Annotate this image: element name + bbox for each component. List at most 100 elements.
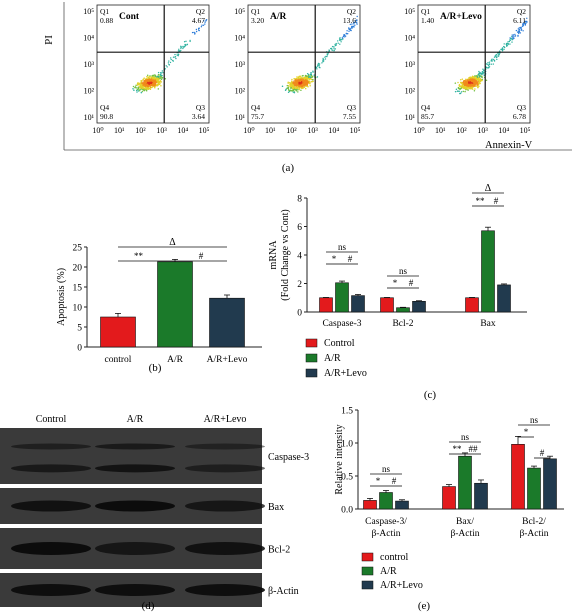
flow-y-tick: 10⁵ — [83, 7, 94, 16]
flow-x-tick: 10⁰ — [413, 126, 424, 135]
bar — [511, 444, 525, 510]
flow-x-tick: 10⁴ — [328, 126, 339, 135]
x-category-label: A/R+Levo — [207, 355, 248, 365]
panel-label-e: (e) — [418, 600, 431, 612]
bar — [458, 455, 472, 510]
legend-swatch — [361, 566, 374, 576]
flow-y-tick: 10² — [405, 87, 416, 96]
quadrant-name: Q2 — [517, 7, 526, 16]
x-category-label: Caspase-3/ — [365, 517, 407, 527]
blot-strip — [0, 528, 265, 569]
quadrant-value: 0.88 — [100, 16, 113, 25]
flow-y-tick: 10¹ — [84, 113, 95, 122]
significance-mark: ** — [134, 251, 144, 261]
quadrant-value: 13.6 — [343, 16, 356, 25]
y-tick-label: 8 — [297, 195, 302, 205]
flow-plot-title: A/R — [270, 12, 287, 22]
blot-protein-label: Bax — [268, 502, 284, 513]
flow-y-tick: 10⁵ — [404, 7, 415, 16]
significance-mark: Δ — [485, 183, 492, 194]
significance-mark: # — [392, 476, 397, 486]
flow-y-tick: 10⁵ — [234, 7, 245, 16]
x-category-label: Caspase-3 — [322, 319, 361, 329]
apoptosis-chart: 0 5 10 15 20 25 Apoptosis (%) control A/R A/R+Lev… — [56, 237, 262, 365]
blot-strip — [0, 488, 265, 524]
blot-band — [95, 542, 175, 555]
flow-x-tick: 10⁴ — [177, 126, 188, 135]
bar — [395, 500, 409, 510]
significance-mark: ns — [382, 464, 391, 474]
flow-y-tick: 10³ — [235, 60, 246, 69]
blot-band — [11, 500, 91, 512]
legend-swatch — [305, 338, 318, 348]
flow-y-tick: 10² — [235, 87, 246, 96]
flow-x-tick: 10⁴ — [498, 126, 509, 135]
panel-label-a: (a) — [282, 162, 295, 174]
legend-label: A/R — [380, 566, 397, 577]
y-tick-label: 0.5 — [341, 473, 353, 483]
y-tick-label: 0 — [297, 309, 302, 319]
bar — [465, 297, 479, 313]
western-blot-panel: Control A/R A/R+Levo Caspase-3 Bax Bcl-2 β-Act… — [0, 414, 309, 607]
flow-x-tick: 10³ — [477, 126, 488, 135]
blot-band — [95, 584, 175, 596]
flow-y-tick: 10³ — [405, 60, 416, 69]
quadrant-value: 90.8 — [100, 112, 113, 121]
quadrant-value: 4.67 — [192, 16, 205, 25]
flow-x-tick: 10¹ — [265, 126, 276, 135]
flow-plot-title: A/R+Levo — [440, 12, 482, 22]
bar — [474, 482, 488, 510]
significance-mark: * — [376, 476, 381, 486]
y-axis-label: (Fold Change vs Cont) — [280, 209, 291, 300]
y-tick-label: 2 — [297, 280, 302, 290]
blot-protein-label: Bcl-2 — [268, 545, 290, 556]
x-category-label: Bax/ — [456, 517, 474, 527]
legend-label: control — [380, 552, 409, 563]
flow-plot-frame — [247, 4, 361, 124]
flow-y-axis-label: PI — [43, 35, 55, 45]
y-tick-label: 1.5 — [341, 407, 353, 417]
x-category-label: Bax — [480, 319, 496, 329]
significance-mark: # — [409, 278, 414, 288]
y-axis-label: Relative intensity — [334, 424, 345, 494]
flow-y-tick: 10² — [84, 87, 95, 96]
flow-x-tick: 10⁰ — [243, 126, 254, 135]
mrna-chart: 0 2 4 6 8 mRNA (Fold Change vs Cont) Caspase-3 B… — [268, 183, 527, 379]
relative-intensity-chart: 0.0 0.5 1.0 1.5 Relative intensity Caspase-3/… — [334, 407, 564, 591]
blot-strip — [0, 428, 265, 484]
bar — [497, 284, 511, 313]
y-axis-label: Apoptosis (%) — [56, 268, 67, 326]
legend-swatch — [305, 368, 318, 378]
blot-protein-label: Caspase-3 — [268, 452, 309, 463]
blot-band — [95, 500, 175, 512]
legend-label: A/R+Levo — [380, 580, 423, 591]
bar — [319, 297, 333, 313]
bar — [379, 492, 393, 510]
bar — [209, 297, 245, 348]
blot-band — [11, 443, 91, 450]
x-category-label: Bcl-2/ — [522, 517, 546, 527]
significance-mark: Δ — [169, 237, 176, 248]
bar — [100, 316, 136, 348]
significance-mark: # — [199, 251, 204, 261]
bar — [481, 230, 495, 313]
legend-swatch — [361, 552, 374, 562]
blot-strip — [0, 573, 265, 607]
y-tick-label: 4 — [297, 252, 302, 262]
quadrant-value: 7.55 — [343, 112, 356, 121]
flow-x-tick: 10² — [135, 126, 146, 135]
bar — [363, 500, 377, 510]
flow-y-tick: 10⁴ — [404, 34, 415, 43]
bar — [543, 458, 557, 510]
quadrant-name: Q3 — [196, 103, 205, 112]
y-tick-label: 20 — [73, 264, 83, 274]
significance-mark: ns — [338, 242, 347, 252]
flow-x-tick: 10⁵ — [350, 126, 361, 135]
panel-label-b: (b) — [149, 362, 162, 374]
blot-protein-label: β-Actin — [268, 586, 299, 597]
quadrant-name: Q4 — [421, 103, 430, 112]
quadrant-name: Q2 — [196, 7, 205, 16]
x-category-label: control — [105, 355, 132, 365]
